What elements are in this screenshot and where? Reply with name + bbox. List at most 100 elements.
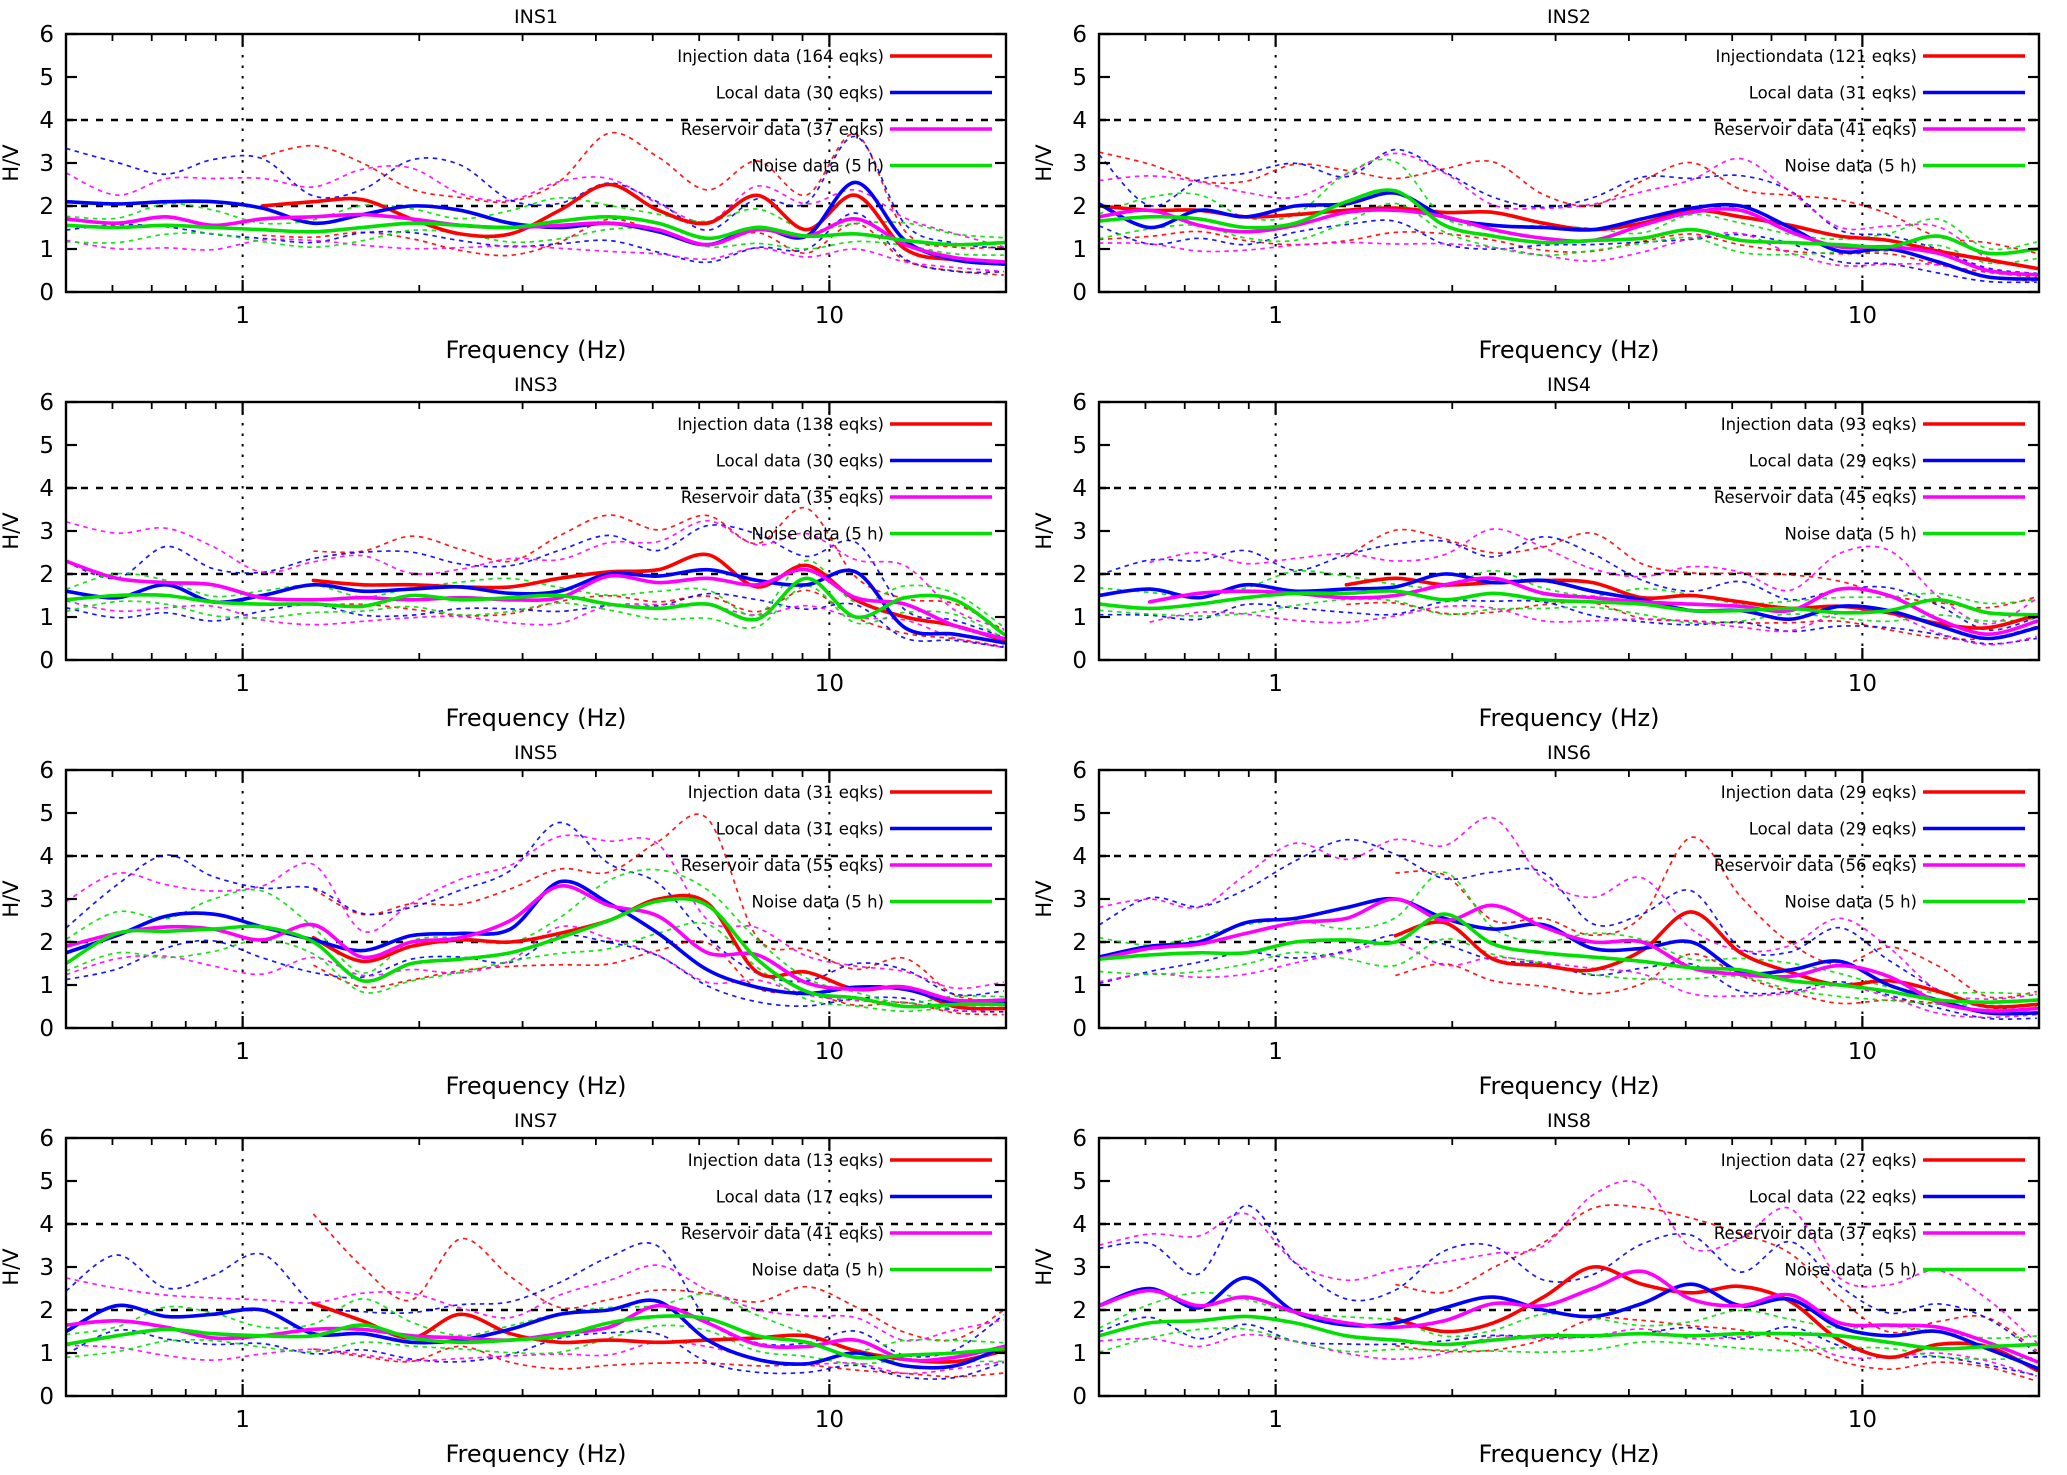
chart-svg-ins7: INS7 0 1 2 3 4 5 6 1 10 Frequency (Hz) H/V Injection…: [0, 1110, 1008, 1468]
legend-label: Local data (29 eqks): [1749, 820, 1917, 839]
upper-envelope-1: [1099, 838, 2037, 1010]
lower-envelope-0: [313, 589, 1004, 648]
y-tick-label: 1: [1072, 237, 1087, 263]
legend: Injection data (27 eqks) Local data (22 e…: [1714, 1151, 2025, 1280]
y-tick-label: 4: [1072, 844, 1087, 870]
legend-label: Injection data (93 eqks): [1721, 415, 1917, 434]
chart-title: INS1: [514, 6, 558, 28]
upper-envelope-2: [66, 1264, 1004, 1342]
mean-curve-1: [66, 567, 1006, 645]
mean-curve-2: [1099, 1269, 2039, 1364]
y-tick-label: 3: [39, 1255, 54, 1281]
axes: 0 1 2 3 4 5 6 1 10: [1072, 758, 2041, 1065]
x-tick-label: 10: [815, 671, 844, 697]
y-tick-label: 6: [1072, 1126, 1087, 1152]
y-tick-label: 1: [39, 973, 54, 999]
chart-panel-ins1: INS1 0 1 2 3 4 5 6 1 10 Frequency (Hz) H/V Injection…: [0, 0, 1033, 368]
axes: 0 1 2 3 4 5 6 1 10: [1072, 22, 2041, 329]
upper-envelope-3: [66, 196, 1004, 239]
mean-curve-2: [1099, 897, 2039, 1013]
y-tick-label: 6: [39, 758, 54, 784]
lower-envelope-2: [1099, 1328, 2038, 1377]
y-tick-label: 1: [39, 237, 54, 263]
chart-panel-ins6: INS6 0 1 2 3 4 5 6 1 10 Frequency (Hz) H/V Injection…: [1033, 736, 2067, 1104]
lower-envelope-2: [66, 925, 1004, 1012]
series-group: [1099, 528, 2039, 646]
chart-svg-ins8: INS8 0 1 2 3 4 5 6 1 10 Frequency (Hz) H/V Injection…: [1033, 1110, 2041, 1468]
chart-panel-ins5: INS5 0 1 2 3 4 5 6 1 10 Frequency (Hz) H/V Injection…: [0, 736, 1033, 1104]
lower-envelope-3: [1099, 202, 2037, 265]
mean-curve-3: [1099, 1314, 2039, 1351]
series-group: [66, 507, 1006, 649]
y-tick-label: 4: [1072, 1212, 1087, 1238]
legend-label: Noise data (5 h): [1785, 157, 1918, 176]
y-tick-label: 0: [39, 1384, 54, 1410]
axes: 0 1 2 3 4 5 6 1 10: [39, 390, 1008, 697]
x-axis-label: Frequency (Hz): [1479, 336, 1660, 364]
x-tick-label: 1: [235, 1407, 250, 1433]
x-axis-label: Frequency (Hz): [1479, 704, 1660, 732]
y-axis-label: H/V: [0, 880, 23, 918]
mean-curve-3: [66, 1314, 1006, 1360]
x-tick-label: 1: [1268, 671, 1283, 697]
legend-label: Local data (30 eqks): [716, 84, 884, 103]
upper-envelope-2: [1099, 152, 2037, 269]
y-tick-label: 1: [39, 1341, 54, 1367]
lower-envelope-3: [1099, 1327, 2037, 1361]
y-tick-label: 0: [1072, 648, 1087, 674]
upper-envelope-0: [312, 1213, 1005, 1342]
legend-label: Injection data (164 eqks): [677, 47, 884, 66]
y-tick-label: 0: [1072, 280, 1087, 306]
legend-label: Injection data (29 eqks): [1721, 783, 1917, 802]
x-tick-label: 1: [1268, 303, 1283, 329]
upper-envelope-0: [1099, 151, 2037, 255]
lower-envelope-3: [66, 585, 1005, 639]
chart-title: INS2: [1547, 6, 1591, 28]
y-tick-label: 4: [39, 108, 54, 134]
x-tick-label: 1: [235, 303, 250, 329]
reference-lines: [66, 402, 1006, 660]
y-tick-label: 5: [39, 65, 54, 91]
lower-envelope-2: [1149, 604, 2037, 646]
upper-envelope-2: [66, 519, 1005, 630]
mean-curve-3: [1099, 912, 2039, 1005]
legend-label: Noise data (5 h): [752, 157, 885, 176]
chart-title: INS5: [514, 742, 558, 764]
x-tick-label: 10: [1848, 303, 1877, 329]
legend-label: Local data (30 eqks): [716, 452, 884, 471]
x-tick-label: 10: [815, 1039, 844, 1065]
legend-label: Noise data (5 h): [752, 525, 885, 544]
upper-envelope-3: [66, 868, 1004, 1005]
x-tick-label: 10: [1848, 1407, 1877, 1433]
legend-label: Reservoir data (56 eqks): [1714, 856, 1917, 875]
mean-curve-0: [1393, 910, 2039, 1009]
y-axis-label: H/V: [0, 1248, 23, 1286]
y-tick-label: 5: [1072, 1169, 1087, 1195]
chart-title: INS6: [1547, 742, 1591, 764]
axes: 0 1 2 3 4 5 6 1 10: [39, 22, 1008, 329]
legend-label: Noise data (5 h): [752, 893, 885, 912]
legend-label: Local data (29 eqks): [1749, 452, 1917, 471]
x-tick-label: 1: [1268, 1407, 1283, 1433]
upper-envelope-1: [1099, 148, 2037, 275]
y-tick-label: 2: [39, 562, 54, 588]
x-axis-label: Frequency (Hz): [446, 336, 627, 364]
lower-envelope-1: [1099, 599, 2037, 645]
y-tick-label: 3: [39, 519, 54, 545]
legend-label: Local data (17 eqks): [716, 1188, 884, 1207]
x-tick-label: 10: [815, 1407, 844, 1433]
legend-label: Local data (22 eqks): [1749, 1188, 1917, 1207]
lower-envelope-1: [66, 1328, 1005, 1380]
reference-lines: [1099, 402, 2039, 660]
legend-label: Reservoir data (45 eqks): [1714, 488, 1917, 507]
upper-envelope-0: [312, 813, 1004, 1002]
chart-svg-ins1: INS1 0 1 2 3 4 5 6 1 10 Frequency (Hz) H/V Injection…: [0, 6, 1008, 364]
legend-label: Injection data (27 eqks): [1721, 1151, 1917, 1170]
y-tick-label: 6: [1072, 390, 1087, 416]
reference-lines: [66, 1138, 1006, 1396]
mean-curve-0: [1393, 1265, 2039, 1372]
legend-label: Injection data (138 eqks): [677, 415, 884, 434]
y-tick-label: 2: [39, 194, 54, 220]
y-tick-label: 2: [1072, 930, 1087, 956]
legend: Injectiondata (121 eqks) Local data (31 e…: [1714, 47, 2025, 176]
